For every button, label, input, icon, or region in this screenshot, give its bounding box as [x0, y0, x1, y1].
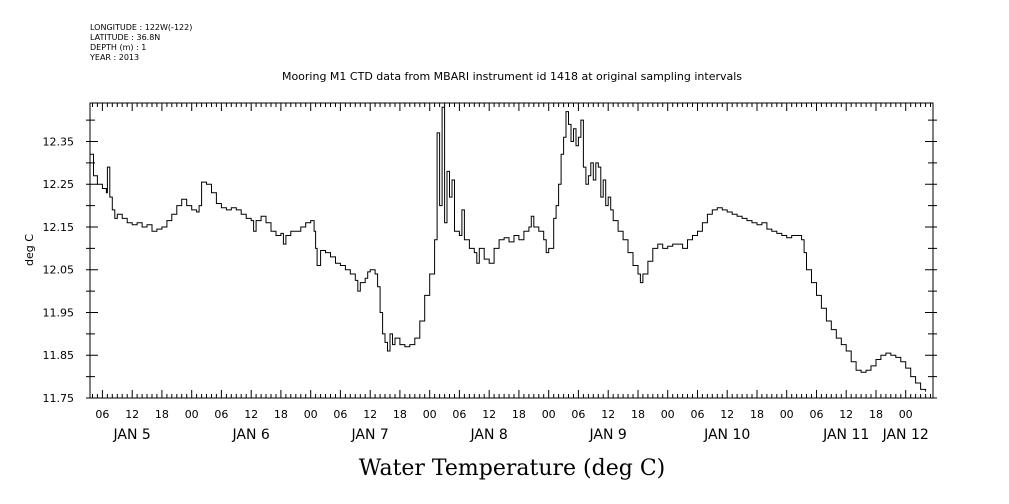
metadata-block: LONGITUDE : 122W(-122) LATITUDE : 36.8N …: [89, 23, 192, 62]
x-tick-label: 18: [631, 408, 645, 421]
x-tick-label: 18: [512, 408, 526, 421]
x-day-label: JAN 12: [882, 427, 929, 443]
plot-frame: [89, 102, 934, 399]
x-tick-label: 12: [244, 408, 258, 421]
y-tick-label: 12.35: [43, 136, 75, 149]
longitude-label: LONGITUDE : 122W(-122): [90, 23, 192, 32]
water-temperature-line: [90, 106, 927, 392]
y-tick-label: 12.05: [43, 264, 75, 277]
depth-label: DEPTH (m) : 1: [90, 43, 146, 52]
year-label: YEAR : 2013: [89, 53, 139, 62]
x-tick-label: 06: [452, 408, 466, 421]
x-day-label: JAN 11: [822, 427, 869, 443]
x-day-label: JAN 10: [703, 427, 750, 443]
x-tick-label: 00: [780, 408, 794, 421]
x-tick-label: 12: [601, 408, 615, 421]
latitude-label: LATITUDE : 36.8N: [90, 33, 160, 42]
y-tick-label: 12.25: [43, 178, 75, 191]
y-tick-labels: 11.75 11.85 11.95 12.05 12.15 12.25 12.35: [43, 136, 75, 406]
y-tick-label: 11.95: [43, 307, 75, 320]
x-tick-label: 12: [125, 408, 139, 421]
x-tick-label: 18: [750, 408, 764, 421]
x-day-label: JAN 6: [232, 427, 270, 443]
x-tick-label: 06: [691, 408, 705, 421]
x-day-label: JAN 9: [589, 427, 627, 443]
x-tick-label: 00: [661, 408, 675, 421]
x-tick-labels: 06 12 18 00 06 12 18 00 06 12 18 00 06 12 18 00 06 12 18 00…: [95, 408, 912, 421]
x-tick-label: 06: [810, 408, 824, 421]
x-tick-label: 06: [95, 408, 109, 421]
y-axis-label: deg C: [23, 234, 36, 266]
x-tick-label: 18: [155, 408, 169, 421]
x-tick-label: 00: [542, 408, 556, 421]
x-tick-label: 06: [333, 408, 347, 421]
x-day-label: JAN 8: [470, 427, 508, 443]
x-axis-title: Water Temperature (deg C): [359, 456, 666, 481]
x-tick-label: 06: [214, 408, 228, 421]
x-tick-label: 18: [274, 408, 288, 421]
x-day-label: JAN 5: [113, 427, 151, 443]
y-tick-label: 12.15: [43, 221, 75, 234]
x-tick-label: 18: [393, 408, 407, 421]
x-tick-label: 12: [720, 408, 734, 421]
x-tick-label: 12: [839, 408, 853, 421]
x-tick-label: 00: [304, 408, 318, 421]
y-tick-label: 11.85: [43, 349, 75, 362]
x-day-labels: JAN 5 JAN 6 JAN 7 JAN 8 JAN 9 JAN 10 JAN 11 JAN…: [113, 427, 929, 443]
axis-ticks: [86, 103, 937, 399]
series-group: [90, 106, 927, 392]
x-tick-label: 00: [899, 408, 913, 421]
x-tick-label: 00: [423, 408, 437, 421]
x-tick-label: 00: [185, 408, 199, 421]
x-tick-label: 18: [869, 408, 883, 421]
y-tick-label: 11.75: [43, 392, 75, 405]
x-tick-label: 06: [571, 408, 585, 421]
tick-marks: [86, 103, 937, 399]
x-tick-label: 12: [482, 408, 496, 421]
x-tick-label: 12: [363, 408, 377, 421]
x-day-label: JAN 7: [351, 427, 389, 443]
chart-title: Mooring M1 CTD data from MBARI instrumen…: [282, 70, 742, 83]
